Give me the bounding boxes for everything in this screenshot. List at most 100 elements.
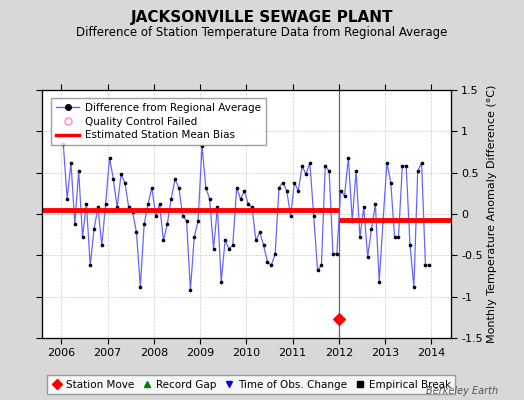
Point [302, 171, 310, 178]
Point [371, 201, 379, 207]
Point [67, 160, 75, 166]
Point [121, 179, 129, 186]
Point [205, 196, 214, 202]
Point [279, 179, 287, 186]
Point [340, 193, 348, 199]
Text: Difference of Station Temperature Data from Regional Average: Difference of Station Temperature Data f… [77, 26, 447, 39]
Point [117, 171, 125, 178]
Point [151, 212, 160, 219]
Point [398, 163, 407, 169]
Point [333, 250, 341, 257]
Point [190, 234, 199, 240]
Point [194, 218, 202, 224]
Point [348, 218, 356, 224]
Point [259, 242, 268, 249]
Point [125, 204, 133, 210]
Point [248, 204, 256, 210]
Point [413, 168, 422, 174]
Point [321, 163, 330, 169]
Point [179, 212, 187, 219]
Point [97, 242, 106, 249]
Point [287, 212, 295, 219]
Point [217, 278, 225, 285]
Point [74, 168, 83, 174]
Text: JACKSONVILLE SEWAGE PLANT: JACKSONVILLE SEWAGE PLANT [131, 10, 393, 25]
Point [294, 188, 302, 194]
Point [59, 140, 68, 147]
Point [334, 316, 343, 322]
Point [182, 218, 191, 224]
Point [213, 204, 222, 210]
Point [228, 242, 237, 249]
Point [202, 184, 210, 191]
Point [298, 163, 307, 169]
Point [421, 262, 430, 268]
Point [379, 218, 387, 224]
Point [221, 237, 230, 244]
Point [136, 284, 145, 290]
Point [375, 278, 384, 285]
Point [109, 176, 117, 182]
Point [225, 246, 233, 252]
Point [71, 221, 79, 227]
Point [305, 160, 314, 166]
Point [252, 237, 260, 244]
Point [344, 154, 353, 161]
Point [256, 229, 264, 235]
Point [159, 237, 168, 244]
Point [144, 201, 152, 207]
Point [174, 184, 183, 191]
Point [244, 201, 253, 207]
Point [94, 204, 102, 210]
Point [148, 184, 156, 191]
Point [113, 204, 122, 210]
Text: Berkeley Earth: Berkeley Earth [425, 386, 498, 396]
Point [140, 221, 148, 227]
Point [210, 246, 218, 252]
Point [329, 250, 337, 257]
Point [105, 154, 114, 161]
Point [352, 168, 361, 174]
Point [163, 221, 171, 227]
Point [359, 204, 368, 210]
Point [317, 262, 325, 268]
Point [86, 262, 94, 268]
Point [406, 242, 414, 249]
Point [90, 226, 99, 232]
Point [402, 163, 410, 169]
Point [336, 188, 345, 194]
Legend: Station Move, Record Gap, Time of Obs. Change, Empirical Break: Station Move, Record Gap, Time of Obs. C… [47, 376, 455, 394]
Point [167, 196, 176, 202]
Point [78, 234, 86, 240]
Point [240, 188, 248, 194]
Point [275, 184, 283, 191]
Point [310, 212, 318, 219]
Point [171, 176, 179, 182]
Point [367, 226, 376, 232]
Point [271, 250, 279, 257]
Point [282, 188, 291, 194]
Point [394, 234, 402, 240]
Point [263, 259, 271, 265]
Point [82, 201, 91, 207]
Point [156, 201, 164, 207]
Point [390, 234, 399, 240]
Point [128, 209, 137, 216]
Point [290, 179, 299, 186]
Point [418, 160, 426, 166]
Point [387, 179, 395, 186]
Point [233, 184, 241, 191]
Point [132, 229, 140, 235]
Point [186, 287, 194, 293]
Point [364, 254, 372, 260]
Point [102, 201, 110, 207]
Point [267, 262, 276, 268]
Point [325, 168, 333, 174]
Point [63, 196, 71, 202]
Point [236, 196, 245, 202]
Point [410, 284, 418, 290]
Y-axis label: Monthly Temperature Anomaly Difference (°C): Monthly Temperature Anomaly Difference (… [487, 85, 497, 343]
Point [313, 267, 322, 274]
Point [383, 160, 391, 166]
Point [198, 143, 206, 150]
